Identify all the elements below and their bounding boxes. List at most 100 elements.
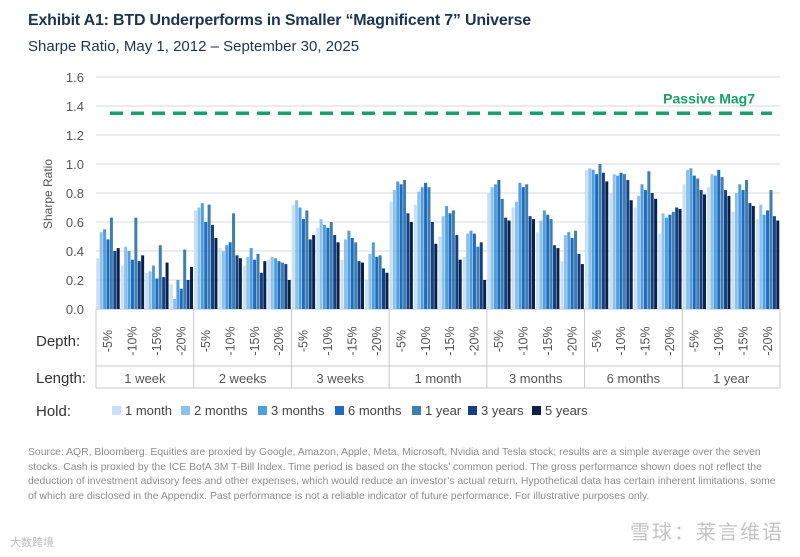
bar bbox=[371, 242, 375, 309]
bar bbox=[511, 207, 515, 309]
bar bbox=[707, 187, 711, 309]
depth-tick-label: -5% bbox=[199, 330, 213, 352]
bar bbox=[106, 239, 110, 309]
y-tick-label: 0.2 bbox=[66, 273, 84, 288]
bar bbox=[762, 214, 766, 309]
bar bbox=[103, 229, 107, 309]
bar bbox=[487, 193, 491, 309]
y-tick-label: 0.4 bbox=[66, 244, 84, 259]
bar bbox=[710, 174, 714, 309]
depth-tick-label: -5% bbox=[492, 330, 506, 352]
bar bbox=[200, 203, 204, 309]
bar bbox=[490, 187, 494, 309]
bar bbox=[605, 181, 609, 309]
depth-tick-label: -20% bbox=[565, 326, 579, 355]
bar bbox=[109, 217, 113, 309]
bar bbox=[291, 204, 295, 309]
depth-tick-label: -10% bbox=[223, 326, 237, 355]
bar bbox=[246, 256, 250, 309]
bar bbox=[186, 280, 190, 309]
bar bbox=[430, 222, 434, 309]
legend-swatch bbox=[335, 406, 344, 415]
depth-tick-label: -10% bbox=[419, 326, 433, 355]
bar bbox=[214, 237, 218, 309]
legend-swatch bbox=[468, 406, 477, 415]
depth-tick-label: -15% bbox=[346, 326, 360, 355]
bar bbox=[612, 174, 616, 309]
bar bbox=[158, 245, 162, 309]
legend-swatch bbox=[258, 406, 267, 415]
bar bbox=[403, 179, 407, 309]
bar bbox=[759, 204, 763, 309]
bar bbox=[518, 182, 522, 309]
legend-label: 1 month bbox=[125, 403, 172, 418]
bar bbox=[574, 230, 578, 309]
bar bbox=[776, 220, 780, 309]
depth-tick-label: -10% bbox=[517, 326, 531, 355]
depth-tick-label: -15% bbox=[736, 326, 750, 355]
bar bbox=[256, 253, 260, 309]
bar bbox=[699, 190, 703, 309]
bar bbox=[769, 190, 773, 309]
bar bbox=[647, 171, 651, 309]
depth-tick-label: -5% bbox=[297, 330, 311, 352]
bars-layer bbox=[96, 164, 780, 309]
bar bbox=[137, 261, 141, 309]
bar bbox=[507, 220, 511, 309]
bar bbox=[280, 262, 284, 309]
length-row-label: Length: bbox=[36, 370, 86, 387]
depth-tick-label: -5% bbox=[688, 330, 702, 352]
bar bbox=[204, 222, 208, 309]
y-axis-label: Sharpe Ratio bbox=[41, 159, 55, 229]
chart-title: Exhibit A1: BTD Underperforms in Smaller… bbox=[28, 12, 531, 29]
bar bbox=[385, 272, 389, 309]
bar bbox=[392, 190, 396, 309]
source-note: Source: AQR, Bloomberg. Equities are pro… bbox=[28, 447, 776, 502]
hold-row-label: Hold: bbox=[36, 403, 71, 420]
bar bbox=[270, 256, 274, 309]
legend-swatch bbox=[181, 406, 190, 415]
depth-tick-label: -20% bbox=[761, 326, 775, 355]
bar bbox=[173, 298, 176, 309]
bar bbox=[734, 193, 738, 309]
watermark-left: 大数跨境 bbox=[10, 537, 54, 549]
bar bbox=[319, 219, 323, 309]
y-tick-label: 1.0 bbox=[66, 157, 84, 172]
bar bbox=[601, 172, 605, 309]
bar bbox=[301, 219, 305, 309]
length-label: 1 month bbox=[415, 371, 462, 386]
bar bbox=[539, 220, 543, 309]
y-tick-label: 1.4 bbox=[66, 99, 84, 114]
bar bbox=[525, 184, 529, 309]
bar bbox=[284, 264, 288, 309]
bar bbox=[344, 239, 347, 309]
bar bbox=[238, 258, 242, 309]
bar bbox=[190, 266, 193, 309]
bar bbox=[458, 259, 462, 309]
bar bbox=[368, 253, 372, 309]
legend: 1 month 2 months 3 months 6 months 1 year 3 y… bbox=[112, 403, 588, 418]
bar bbox=[584, 169, 588, 309]
bar bbox=[448, 213, 452, 309]
bar bbox=[228, 242, 232, 309]
bar bbox=[528, 216, 532, 309]
y-axis-ticks: 0.0 0.2 0.4 0.6 0.8 1.0 1.2 1.4 1.6 bbox=[66, 70, 84, 317]
bar bbox=[542, 210, 546, 309]
bar bbox=[179, 288, 183, 309]
bar bbox=[675, 207, 679, 309]
bar bbox=[361, 262, 364, 309]
bar bbox=[445, 206, 449, 309]
bar bbox=[120, 265, 124, 309]
bar bbox=[772, 216, 776, 309]
bar bbox=[536, 232, 540, 309]
bar bbox=[692, 175, 696, 309]
depth-tick-label: -10% bbox=[712, 326, 726, 355]
depth-tick-label: -15% bbox=[150, 326, 164, 355]
bar bbox=[661, 213, 665, 309]
bar bbox=[127, 251, 131, 309]
bar bbox=[420, 187, 424, 309]
bar bbox=[650, 193, 654, 309]
watermark-right: 雪球：莱言维语 bbox=[630, 522, 784, 544]
depth-tick-label: -5% bbox=[101, 330, 115, 352]
bar bbox=[668, 214, 672, 309]
